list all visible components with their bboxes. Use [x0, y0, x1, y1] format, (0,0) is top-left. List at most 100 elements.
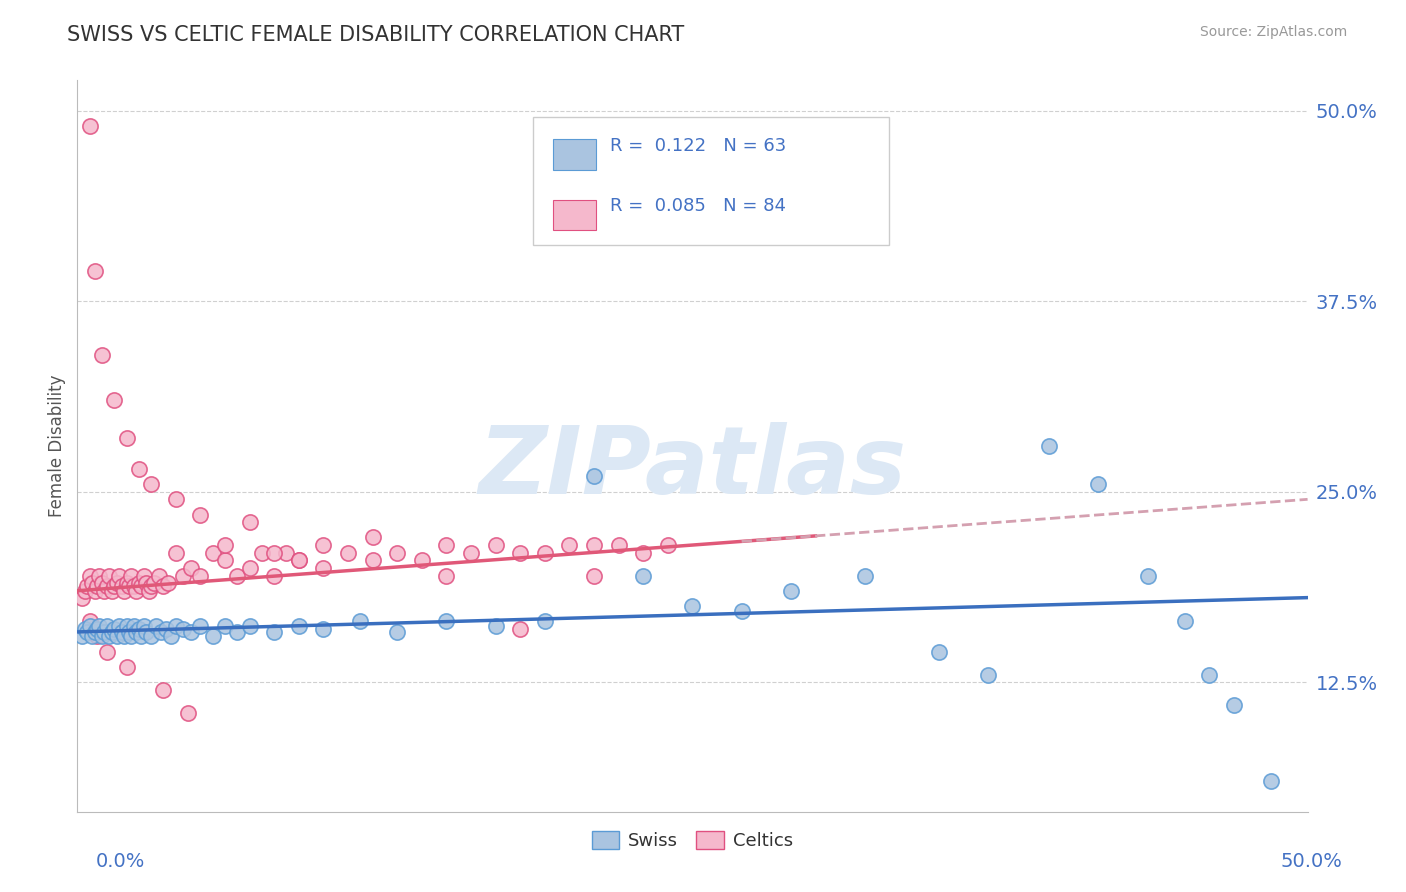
Point — [86, 630, 108, 644]
Point — [239, 515, 262, 529]
Point — [411, 553, 433, 567]
Point — [460, 546, 482, 560]
Point — [135, 576, 157, 591]
Point — [312, 622, 335, 636]
Point — [103, 622, 125, 636]
Point — [83, 624, 105, 639]
Point — [288, 619, 311, 633]
Point — [76, 624, 98, 639]
Point — [160, 630, 183, 644]
Point — [125, 624, 148, 639]
Point — [128, 576, 150, 591]
Point — [152, 579, 174, 593]
Point — [98, 630, 121, 644]
Point — [150, 624, 173, 639]
Point — [509, 622, 531, 636]
Point — [112, 630, 135, 644]
Point — [928, 645, 950, 659]
Point — [214, 553, 236, 567]
Point — [121, 630, 143, 644]
Point — [83, 264, 105, 278]
Point — [201, 630, 224, 644]
Point — [239, 619, 262, 633]
Point — [138, 583, 160, 598]
Point — [534, 614, 557, 628]
Point — [361, 530, 384, 544]
Point — [226, 568, 249, 582]
Point — [115, 431, 138, 445]
Point — [436, 614, 458, 628]
Point — [288, 553, 311, 567]
Point — [111, 624, 132, 639]
Point — [633, 568, 655, 582]
Point — [101, 624, 124, 639]
Point — [239, 561, 262, 575]
Point — [1087, 477, 1109, 491]
Point — [485, 538, 508, 552]
Point — [79, 119, 101, 133]
Point — [1260, 774, 1282, 789]
Point — [436, 568, 458, 582]
Point — [214, 538, 236, 552]
Point — [177, 706, 200, 720]
Point — [436, 538, 458, 552]
Point — [583, 538, 606, 552]
Point — [180, 561, 202, 575]
Point — [148, 568, 170, 582]
Point — [115, 576, 138, 591]
Point — [79, 614, 101, 628]
Point — [129, 579, 153, 593]
Point — [201, 546, 224, 560]
Point — [141, 630, 163, 644]
Point — [83, 583, 105, 598]
Point — [165, 619, 187, 633]
Point — [135, 624, 157, 639]
Point — [101, 583, 124, 598]
Point — [682, 599, 704, 613]
Text: Source: ZipAtlas.com: Source: ZipAtlas.com — [1199, 25, 1347, 39]
Point — [534, 546, 557, 560]
Point — [132, 568, 155, 582]
Point — [263, 624, 285, 639]
Point — [312, 538, 335, 552]
Point — [1198, 667, 1220, 681]
Point — [1174, 614, 1197, 628]
Point — [103, 579, 125, 593]
Point — [90, 348, 114, 362]
Point — [112, 583, 135, 598]
Point — [90, 576, 114, 591]
Point — [657, 538, 679, 552]
Point — [70, 630, 93, 644]
Point — [250, 546, 273, 560]
Point — [157, 576, 180, 591]
Point — [165, 492, 187, 507]
Point — [141, 579, 163, 593]
Point — [122, 579, 145, 593]
Point — [583, 469, 606, 483]
Legend: Swiss, Celtics: Swiss, Celtics — [585, 823, 800, 857]
Point — [385, 546, 409, 560]
Point — [121, 568, 143, 582]
Text: SWISS VS CELTIC FEMALE DISABILITY CORRELATION CHART: SWISS VS CELTIC FEMALE DISABILITY CORREL… — [67, 25, 685, 45]
Point — [115, 660, 138, 674]
Point — [86, 579, 108, 593]
Text: R =  0.085   N = 84: R = 0.085 N = 84 — [610, 197, 786, 215]
Point — [86, 622, 108, 636]
FancyBboxPatch shape — [554, 139, 596, 169]
Point — [132, 619, 155, 633]
Point — [96, 619, 118, 633]
Point — [607, 538, 630, 552]
Point — [288, 553, 311, 567]
Point — [118, 579, 141, 593]
Point — [172, 622, 194, 636]
Point — [155, 622, 177, 636]
Point — [172, 568, 194, 582]
Point — [128, 462, 150, 476]
Text: 0.0%: 0.0% — [96, 852, 145, 871]
Point — [145, 619, 167, 633]
Point — [165, 546, 187, 560]
Point — [853, 568, 876, 582]
Point — [583, 568, 606, 582]
Point — [1136, 568, 1159, 582]
Point — [93, 624, 115, 639]
